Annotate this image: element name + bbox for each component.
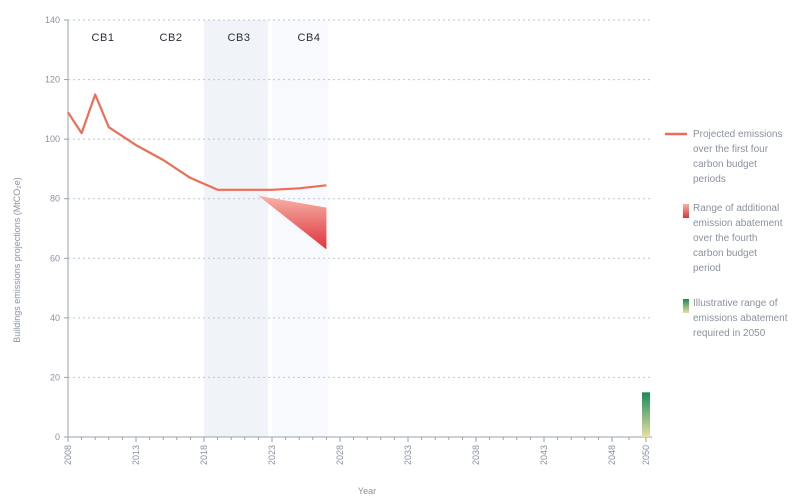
gridlines	[68, 19, 652, 378]
legend-item-1-line-4: period	[693, 263, 721, 274]
x-tick-label-2033: 2033	[403, 445, 413, 465]
legend-item-1-line-2: over the fourth	[693, 233, 757, 244]
legend: Projected emissions over the first four ca…	[665, 129, 788, 339]
y-tick-label-120: 120	[45, 75, 60, 85]
y-tick-label-100: 100	[45, 134, 60, 144]
cb-label-cb4: CB4	[298, 32, 321, 44]
legend-item-0-line-2: carbon budget	[693, 159, 757, 170]
x-tick-label-2038: 2038	[471, 445, 481, 465]
abatement-range-band	[258, 195, 327, 250]
legend-item-0-line-1: over the first four	[693, 144, 769, 155]
carbon-budget-labels: CB1 CB2 CB3 CB4	[92, 32, 321, 44]
series-line-projected-emissions	[67, 93, 327, 191]
x-axis-title: Year	[358, 486, 376, 496]
y-tick-label-140: 140	[45, 15, 60, 25]
x-tick-label-2050: 2050	[641, 445, 651, 465]
y-tick-label-20: 20	[50, 372, 60, 382]
legend-item-0-line-3: periods	[693, 174, 726, 185]
y-tick-label-40: 40	[50, 313, 60, 323]
cb-label-cb3: CB3	[228, 32, 251, 44]
x-tick-label-2018: 2018	[199, 445, 209, 465]
legend-item-1-line-1: emission abatement	[693, 218, 783, 229]
legend-item-2-line-1: emissions abatement	[693, 313, 788, 324]
y-axis-title: Buildings emissions projections (MtCO₂e)	[12, 177, 22, 343]
bar-2050-range	[642, 392, 650, 437]
legend-item-0-line-0: Projected emissions	[693, 129, 782, 140]
legend-item-2-line-2: required in 2050	[693, 328, 766, 339]
y-tick-label-80: 80	[50, 194, 60, 204]
legend-item-1-line-0: Range of additional	[693, 203, 779, 214]
x-tick-label-2013: 2013	[131, 445, 141, 465]
cb-shade-cb3	[204, 20, 268, 437]
x-tick-label-2048: 2048	[607, 445, 617, 465]
x-tick-label-2028: 2028	[335, 445, 345, 465]
y-tick-label-0: 0	[55, 432, 60, 442]
legend-swatch-1	[683, 204, 689, 218]
abatement-range-area	[258, 195, 327, 250]
x-tick-label-2008: 2008	[63, 445, 73, 465]
cb-label-cb1: CB1	[92, 32, 115, 44]
legend-swatch-2	[683, 299, 689, 313]
x-tick-label-2023: 2023	[267, 445, 277, 465]
y-tick-label-60: 60	[50, 253, 60, 263]
legend-item-2-line-0: Illustrative range of	[693, 298, 778, 309]
bar-2050-group	[642, 392, 650, 437]
legend-item-1-line-3: carbon budget	[693, 248, 757, 259]
series-group	[67, 93, 327, 191]
cb-label-cb2: CB2	[160, 32, 183, 44]
x-tick-label-2043: 2043	[539, 445, 549, 465]
axes: 0 20 40 60 80 100 120 140 2008 2013 2018 2023 2028 20…	[45, 15, 652, 465]
